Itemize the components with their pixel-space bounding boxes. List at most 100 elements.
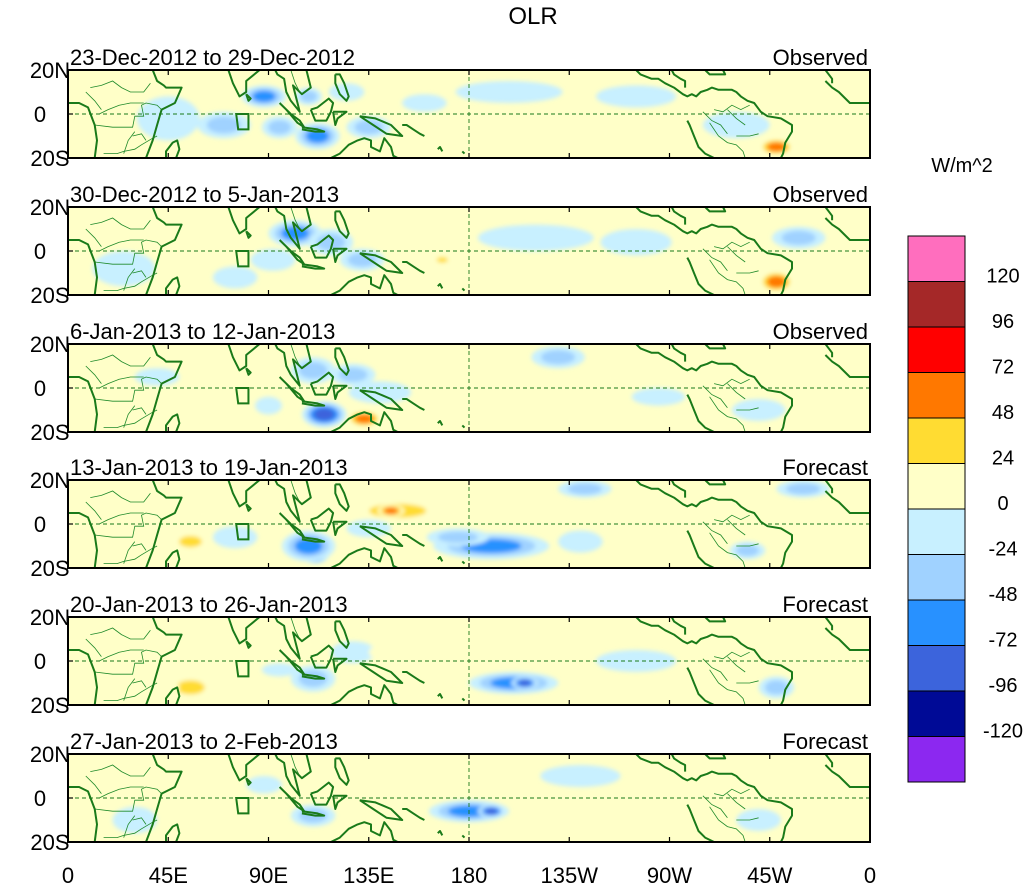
border-line	[90, 764, 151, 777]
anomaly-blob-8-level-1	[212, 526, 258, 549]
region-box	[235, 250, 250, 268]
colorbar-label: -48	[989, 584, 1018, 606]
anomaly-blob-3-level-1	[348, 782, 412, 805]
coastline	[68, 239, 98, 295]
border-line	[736, 133, 759, 137]
coastline	[359, 115, 404, 137]
anomaly-blob-4-level-2	[437, 531, 478, 543]
x-tick-label: 45E	[149, 863, 188, 887]
coastline	[702, 70, 727, 76]
border-line	[736, 407, 759, 411]
coastline	[670, 344, 687, 362]
x-tick-label: 90W	[647, 863, 692, 887]
coastline	[165, 139, 181, 158]
anomaly-blob-3-level-2	[347, 252, 377, 267]
colorbar-label: -96	[989, 675, 1018, 697]
coastline	[165, 549, 181, 568]
border-line	[290, 70, 301, 93]
anomaly-blob-10-level-1	[498, 120, 552, 134]
coastline	[309, 644, 335, 669]
coastline	[145, 617, 183, 705]
anomaly-blob-2-level-4	[485, 808, 498, 815]
y-tick-label: 20S	[30, 283, 69, 308]
coastline	[309, 234, 335, 259]
x-tick-label: 135W	[541, 863, 599, 887]
panel-date-range: 27-Jan-2013 to 2-Feb-2013	[70, 729, 338, 754]
coastline	[686, 804, 715, 842]
coastline	[68, 512, 98, 568]
border-line	[94, 512, 162, 538]
colorbar-label: 120	[986, 266, 1019, 288]
y-tick-label: 20N	[30, 58, 70, 83]
anomaly-blob-10-level-1	[631, 388, 686, 406]
border-line	[736, 543, 759, 547]
coastline	[217, 480, 312, 523]
coastline	[319, 411, 399, 432]
anomaly-blob-7-level-2	[179, 536, 202, 548]
panel-date-range: 23-Dec-2012 to 29-Dec-2012	[70, 45, 355, 70]
region-box	[235, 113, 250, 131]
panel-2: 20N 0 20S 30-Dec-2012 to 5-Jan-2013 Observed	[30, 182, 871, 308]
colorbar-swatch	[907, 554, 966, 601]
coastline	[332, 794, 348, 810]
anomaly-blob-8-level-1	[736, 809, 781, 831]
coastline	[635, 70, 793, 158]
map-overlay	[68, 344, 870, 432]
border-line	[702, 248, 728, 272]
colorbar-label: 96	[992, 311, 1014, 333]
coastline	[686, 120, 715, 158]
coastline	[301, 263, 326, 270]
border-line	[132, 680, 147, 688]
anomaly-blob-8-level-2	[436, 257, 448, 263]
coastline	[217, 617, 312, 660]
coastline	[332, 247, 348, 263]
border-line	[132, 270, 147, 278]
anomaly-blob-15-level-1	[718, 253, 755, 271]
anomaly-blob-12-level-3	[767, 276, 786, 288]
border-line	[709, 259, 746, 295]
anomaly-blob-14-level-3	[767, 142, 786, 152]
anomaly-blob-6-level-1	[246, 776, 282, 794]
anomaly-blob-16-level-1	[729, 78, 766, 97]
coastline	[334, 620, 350, 649]
coastline	[824, 217, 870, 241]
border-line	[123, 541, 136, 564]
border-line	[290, 207, 301, 230]
coastline	[824, 764, 870, 788]
border-line	[290, 754, 301, 777]
coastline	[702, 480, 727, 486]
y-tick-label: 20N	[30, 332, 70, 357]
coastline	[437, 556, 444, 562]
coastline	[68, 786, 98, 842]
coastline	[217, 70, 312, 113]
colorbar-swatch	[907, 235, 966, 282]
border-line	[123, 131, 136, 154]
border-line	[727, 793, 746, 810]
coastline	[461, 834, 466, 839]
y-tick-label: 0	[34, 239, 46, 264]
anomaly-blob-3-level-2	[206, 116, 241, 134]
border-line	[709, 122, 746, 158]
x-tick-label: 0	[62, 863, 74, 887]
coastline	[824, 80, 870, 104]
border-line	[90, 354, 151, 367]
coastline	[824, 70, 834, 84]
colorbar-label: -24	[989, 539, 1018, 561]
colorbar: 120 96 72 48 24 0 -24 -48 -72 -96 -120	[907, 235, 1023, 783]
border-line	[85, 91, 102, 110]
map-overlay	[68, 480, 870, 568]
border-line	[94, 376, 162, 402]
coastline	[334, 483, 350, 512]
coastline	[461, 697, 466, 702]
panel-6: 20N 0 20S 27-Jan-2013 to 2-Feb-2013 Forecast	[30, 729, 871, 855]
coastline	[402, 671, 425, 684]
x-tick-label: 0	[864, 863, 876, 887]
coastline	[670, 480, 687, 498]
coastline	[437, 420, 444, 426]
anomaly-blob-11-level-1	[455, 81, 563, 103]
border-line	[85, 775, 102, 794]
coastline	[334, 210, 350, 239]
border-line	[90, 490, 151, 503]
anomaly-blob-13-level-1	[825, 211, 870, 229]
